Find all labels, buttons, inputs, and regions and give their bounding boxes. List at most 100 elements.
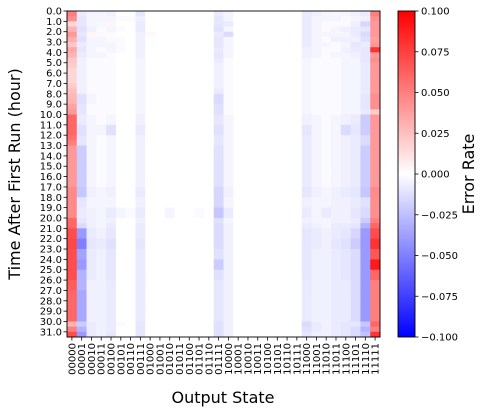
heatmap-cell [282, 124, 293, 131]
heatmap-cell [252, 295, 264, 302]
heatmap-cell [233, 52, 244, 58]
heatmap-cell [243, 217, 254, 224]
heatmap-cell [291, 238, 303, 245]
heatmap-cell [350, 311, 361, 317]
heatmap-cell [86, 36, 97, 43]
heatmap-cell [282, 233, 293, 240]
heatmap-cell [340, 228, 352, 234]
heatmap-cell [321, 192, 332, 198]
heatmap-cell [174, 321, 185, 328]
heatmap-cell [331, 166, 342, 172]
heatmap-cell [184, 321, 195, 328]
heatmap-cell [125, 135, 136, 141]
heatmap-cell [370, 186, 381, 193]
heatmap-cell [164, 305, 175, 312]
heatmap-cell [272, 305, 283, 312]
heatmap-cell [96, 124, 107, 131]
heatmap-cell [331, 140, 342, 146]
heatmap-cell [86, 295, 97, 302]
heatmap-cell [252, 88, 264, 95]
heatmap-cell [184, 326, 195, 333]
heatmap-cell [135, 197, 146, 203]
heatmap-cell [106, 16, 117, 22]
heatmap-cell [203, 223, 215, 229]
heatmap-cell [360, 202, 371, 209]
heatmap-cell [125, 52, 136, 58]
heatmap-cell [331, 155, 342, 162]
heatmap-cell [243, 295, 254, 302]
heatmap-cell [321, 233, 332, 240]
heatmap-cell [340, 171, 352, 177]
heatmap-cell [213, 295, 224, 302]
heatmap-cell [360, 316, 371, 322]
heatmap-cell [174, 192, 185, 198]
heatmap-cell [155, 140, 166, 146]
heatmap-cell [96, 150, 107, 157]
heatmap-cell [135, 212, 146, 219]
heatmap-cell [135, 16, 146, 22]
heatmap-cell [76, 57, 87, 64]
heatmap-cell [282, 311, 293, 317]
heatmap-cell [184, 254, 195, 260]
heatmap-cell [262, 166, 273, 172]
heatmap-cell [311, 280, 322, 286]
heatmap-cell [164, 290, 175, 296]
heatmap-cell [282, 57, 293, 64]
heatmap-cell [184, 26, 195, 33]
heatmap-cell [340, 197, 352, 203]
heatmap-cell [213, 285, 224, 291]
heatmap-cell [194, 181, 205, 188]
heatmap-cell [350, 21, 361, 27]
heatmap-cell [282, 16, 293, 22]
heatmap-cell [76, 217, 87, 224]
heatmap-cell [252, 176, 264, 183]
heatmap-cell [370, 202, 381, 209]
heatmap-cell [321, 228, 332, 234]
heatmap-cell [164, 238, 175, 245]
heatmap-cell [243, 233, 254, 240]
heatmap-cell [291, 93, 303, 100]
heatmap-cell [252, 166, 264, 172]
heatmap-cell [301, 104, 312, 110]
y-tick-label: 21.0 [40, 224, 62, 235]
heatmap-cell [223, 254, 234, 260]
heatmap-cell [125, 197, 136, 203]
heatmap-cell [174, 155, 185, 162]
heatmap-cell [301, 62, 312, 69]
heatmap-cell [360, 109, 371, 115]
heatmap-cell [194, 16, 205, 22]
heatmap-cell [213, 181, 224, 188]
heatmap-cell [86, 73, 97, 79]
heatmap-cell [291, 16, 303, 22]
heatmap-cell [282, 11, 293, 17]
heatmap-cell [155, 228, 166, 234]
heatmap-cell [145, 42, 156, 48]
heatmap-cell [272, 300, 283, 307]
heatmap-cell [252, 217, 264, 224]
heatmap-cell [115, 36, 127, 43]
colorbar-tick-label: 0.025 [421, 129, 450, 140]
heatmap-cell [262, 176, 273, 183]
heatmap-cell [272, 11, 283, 17]
heatmap-cell [340, 249, 352, 255]
heatmap-cell [76, 130, 87, 136]
heatmap-cell [174, 212, 185, 219]
heatmap-cell [350, 166, 361, 172]
heatmap-cell [184, 124, 195, 131]
heatmap-cell [272, 223, 283, 229]
heatmap-cell [135, 207, 146, 214]
heatmap-cell [135, 47, 146, 53]
heatmap-cell [291, 88, 303, 95]
heatmap-cell [194, 47, 205, 53]
heatmap-cell [262, 47, 273, 53]
heatmap-cell [360, 114, 371, 121]
heatmap-cell [360, 145, 371, 152]
heatmap-cell [145, 11, 156, 17]
y-tick-label: 27.0 [40, 286, 62, 297]
heatmap-cell [331, 326, 342, 333]
heatmap-cell [135, 321, 146, 328]
heatmap-cell [321, 290, 332, 296]
heatmap-cell [194, 186, 205, 193]
heatmap-cell [291, 202, 303, 209]
heatmap-cell [96, 57, 107, 64]
